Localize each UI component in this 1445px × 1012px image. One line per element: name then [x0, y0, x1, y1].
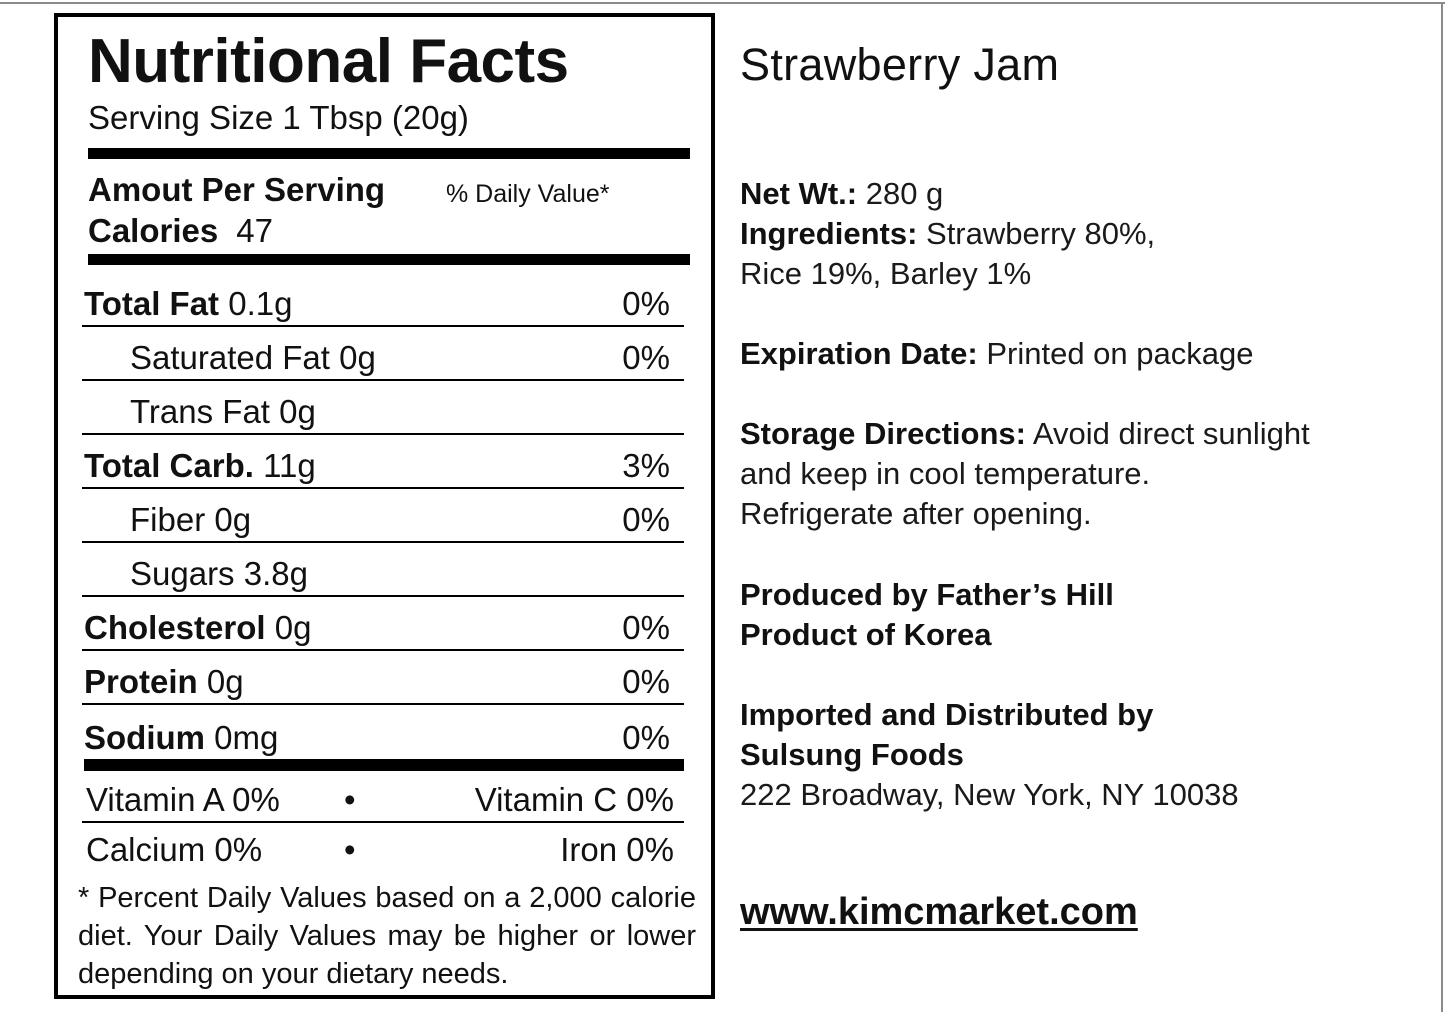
nutrition-title: Nutritional Facts — [88, 27, 569, 96]
thick-divider — [84, 759, 684, 771]
row-divider — [82, 649, 684, 651]
bullet-separator: • — [344, 781, 356, 818]
nutrient-row-total-fat: Total Fat 0.1g 0% — [82, 273, 684, 327]
row-divider — [82, 379, 684, 381]
nutrient-label: Sugars — [130, 555, 235, 592]
nutrient-amount: 3.8g — [243, 555, 308, 592]
daily-value-footnote: * Percent Daily Values based on a 2,000 … — [78, 882, 696, 990]
right-border — [1441, 2, 1443, 1012]
row-divider — [82, 487, 684, 489]
nutrient-amount: 0.1g — [228, 285, 293, 322]
storage-line-2: and keep in cool temperature. — [740, 456, 1151, 491]
nutrient-label: Sodium — [84, 719, 205, 756]
mineral-row: Calcium 0% • Iron 0% — [82, 823, 684, 873]
nutrient-percent: 0% — [622, 609, 670, 646]
nutrient-row-protein: Protein 0g 0% — [82, 651, 684, 705]
ingredients-label: Ingredients: — [740, 216, 918, 251]
nutrient-amount: 0g — [206, 663, 244, 700]
serving-size: Serving Size 1 Tbsp (20g) — [88, 99, 469, 136]
nutrient-row-fiber: Fiber 0g 0% — [82, 489, 684, 543]
nutrient-percent: 0% — [622, 501, 670, 538]
ingredients-line-1: Strawberry 80%, — [917, 216, 1156, 251]
nutrient-row-sugars: Sugars 3.8g — [82, 543, 684, 597]
storage-directions: Storage Directions: Avoid direct sunligh… — [740, 414, 1310, 534]
imported-by: Imported and Distributed by — [740, 697, 1154, 732]
expiration-date: Expiration Date: Printed on package — [740, 334, 1253, 374]
nutrient-label: Total Carb. — [84, 447, 254, 484]
nutrition-facts-panel: Nutritional Facts Serving Size 1 Tbsp (2… — [54, 13, 715, 999]
nutrient-percent: 3% — [622, 447, 670, 484]
nutrient-row-total-carb: Total Carb. 11g 3% — [82, 435, 684, 489]
storage-line-1: Avoid direct sunlight — [1025, 416, 1310, 451]
expiration-value: Printed on package — [977, 336, 1254, 371]
nutrient-row-sodium: Sodium 0mg 0% — [82, 707, 684, 761]
storage-label: Storage Directions: — [740, 416, 1026, 451]
produced-by: Produced by Father’s Hill — [740, 577, 1114, 612]
row-divider — [82, 325, 684, 327]
calories-label: Calories — [88, 212, 219, 249]
storage-line-3: Refrigerate after opening. — [740, 496, 1092, 531]
product-name: Strawberry Jam — [740, 39, 1060, 90]
net-wt-label: Net Wt.: — [740, 176, 858, 211]
iron: Iron 0% — [560, 831, 674, 868]
nutrient-amount: 11g — [263, 447, 316, 484]
nutrient-amount: 0g — [274, 609, 312, 646]
calcium: Calcium 0% — [86, 831, 263, 868]
nutrient-row-saturated-fat: Saturated Fat 0g 0% — [82, 327, 684, 381]
nutrient-percent: 0% — [622, 663, 670, 700]
nutrient-label: Protein — [84, 663, 198, 700]
nutrient-amount: 0g — [279, 393, 316, 430]
nutrient-percent: 0% — [622, 339, 670, 376]
row-divider — [82, 433, 684, 435]
distributor-info: Imported and Distributed by Sulsung Food… — [740, 695, 1239, 815]
daily-value-header: % Daily Value* — [446, 180, 610, 208]
product-of: Product of Korea — [740, 617, 992, 652]
thick-divider — [88, 254, 690, 265]
producer-info: Produced by Father’s Hill Product of Kor… — [740, 575, 1114, 655]
vitamin-row: Vitamin A 0% • Vitamin C 0% — [82, 773, 684, 823]
vitamin-a: Vitamin A 0% — [86, 781, 280, 818]
bullet-separator: • — [344, 831, 356, 868]
nutrient-amount: 0g — [339, 339, 376, 376]
row-divider — [82, 595, 684, 597]
thick-divider — [88, 148, 690, 159]
row-divider — [82, 821, 684, 823]
website-link[interactable]: www.kimcmarket.com — [740, 891, 1138, 933]
nutrient-row-cholesterol: Cholesterol 0g 0% — [82, 597, 684, 651]
amount-per-serving: Amout Per Serving — [88, 171, 386, 208]
calories-line: Calories 47 — [88, 214, 273, 247]
nutrient-label: Cholesterol — [84, 609, 266, 646]
nutrient-label: Saturated Fat — [130, 339, 330, 376]
row-divider — [82, 541, 684, 543]
net-weight-ingredients: Net Wt.: 280 g Ingredients: Strawberry 8… — [740, 174, 1155, 294]
distributor-address: 222 Broadway, New York, NY 10038 — [740, 777, 1239, 812]
nutrient-label: Fiber — [130, 501, 206, 538]
expiration-label: Expiration Date: — [740, 336, 978, 371]
calories-value: 47 — [236, 212, 273, 249]
distributor-name: Sulsung Foods — [740, 737, 964, 772]
net-wt-value: 280 g — [857, 176, 944, 211]
row-divider — [82, 703, 684, 705]
top-border — [0, 2, 1445, 4]
ingredients-line-2: Rice 19%, Barley 1% — [740, 256, 1032, 291]
nutrient-percent: 0% — [622, 719, 670, 756]
vitamin-c: Vitamin C 0% — [474, 781, 674, 818]
nutrient-row-trans-fat: Trans Fat 0g — [82, 381, 684, 435]
nutrient-percent: 0% — [622, 285, 670, 322]
nutrient-amount: 0g — [214, 501, 252, 538]
nutrient-label: Trans Fat — [130, 393, 270, 430]
nutrient-label: Total Fat — [84, 285, 220, 322]
nutrient-amount: 0mg — [214, 719, 279, 756]
